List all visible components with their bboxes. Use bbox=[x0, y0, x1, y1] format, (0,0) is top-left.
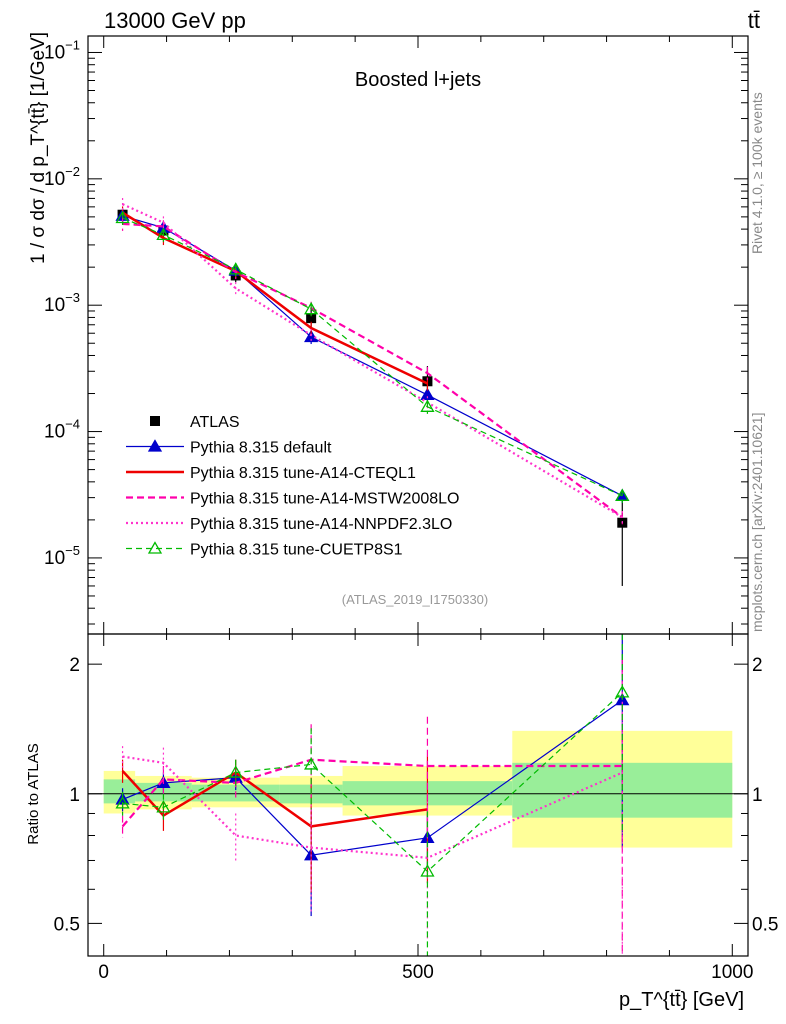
x-tick-label: 1000 bbox=[711, 962, 753, 983]
y-tick-label: 10−4 bbox=[44, 417, 80, 443]
main-frame bbox=[87, 35, 749, 635]
series-marker bbox=[156, 227, 171, 241]
y-tick-label: 10−3 bbox=[44, 290, 80, 316]
ratio-y-tick-label: 1 bbox=[69, 785, 80, 806]
series-line-3 bbox=[122, 222, 623, 519]
series-marker bbox=[304, 301, 319, 315]
y-tick-label: 10−1 bbox=[44, 37, 80, 63]
ratio-y-tick-label-right: 2 bbox=[752, 655, 763, 676]
series-marker bbox=[615, 685, 630, 698]
ratio-y-tick-label: 0.5 bbox=[54, 914, 80, 935]
mcplots-label: mcplots.cern.ch [arXiv:2401.10621] bbox=[749, 413, 765, 632]
y-tick-label: 10−5 bbox=[44, 543, 80, 569]
analysis-id: (ATLAS_2019_I1750330) bbox=[342, 592, 488, 607]
header-left-label: 13000 GeV pp bbox=[104, 8, 246, 33]
main-series-group bbox=[115, 197, 630, 586]
ratio-series-group bbox=[115, 634, 630, 956]
legend-label: ATLAS bbox=[190, 414, 240, 431]
series-marker bbox=[228, 262, 243, 275]
header-right-label: tt̄ bbox=[748, 8, 760, 33]
legend-label: Pythia 8.315 default bbox=[190, 440, 332, 457]
ratio-y-tick-label: 2 bbox=[69, 655, 80, 676]
legend-label: Pythia 8.315 tune-A14-MSTW2008LO bbox=[190, 491, 459, 508]
y-tick-label: 10−2 bbox=[44, 164, 80, 190]
ratio-y-tick-label-right: 1 bbox=[752, 785, 763, 806]
series-marker bbox=[615, 488, 630, 501]
legend-label: Pythia 8.315 tune-A14-CTEQL1 bbox=[190, 465, 416, 482]
ratio-line-1 bbox=[122, 699, 623, 856]
y-axis-label: 1 / σ dσ / d p_T^{tt̄} [1/GeV] bbox=[28, 32, 49, 264]
series-marker bbox=[420, 864, 435, 877]
series-marker bbox=[115, 210, 130, 224]
ratio-uncertainty-bands bbox=[88, 730, 748, 848]
ratio-line-5 bbox=[122, 691, 623, 873]
series-marker bbox=[304, 757, 319, 770]
series-marker bbox=[420, 387, 435, 401]
series-marker bbox=[228, 765, 243, 778]
series-marker bbox=[147, 439, 163, 452]
x-tick-label: 500 bbox=[402, 962, 434, 983]
series-marker bbox=[306, 313, 317, 324]
series-marker bbox=[147, 541, 163, 554]
series-marker bbox=[150, 416, 160, 426]
chart-title: Boosted l+jets bbox=[355, 69, 481, 91]
axes-group: 0 500 1000 10−5 10−4 10−3 10−2 10−1 0.5 0.5 1 1 2 2 bbox=[44, 35, 778, 983]
x-tick-label: 0 bbox=[98, 962, 109, 983]
legend-label: Pythia 8.315 tune-A14-NNPDF2.3LO bbox=[190, 516, 452, 533]
legend: ATLAS Pythia 8.315 default Pythia 8.315 tu… bbox=[126, 414, 459, 559]
ratio-y-axis-label: Ratio to ATLAS bbox=[25, 743, 42, 844]
series-marker bbox=[115, 796, 130, 809]
series-marker bbox=[156, 800, 171, 813]
series-line-4 bbox=[122, 203, 623, 519]
ratio-y-tick-label-right: 0.5 bbox=[752, 914, 778, 935]
x-axis-label: p_T^{tt̄} [GeV] bbox=[619, 989, 744, 1011]
series-marker bbox=[420, 399, 435, 412]
rivet-label: Rivet 4.1.0, ≥ 100k events bbox=[749, 92, 765, 254]
legend-label: Pythia 8.315 tune-CUETP8S1 bbox=[190, 542, 403, 559]
